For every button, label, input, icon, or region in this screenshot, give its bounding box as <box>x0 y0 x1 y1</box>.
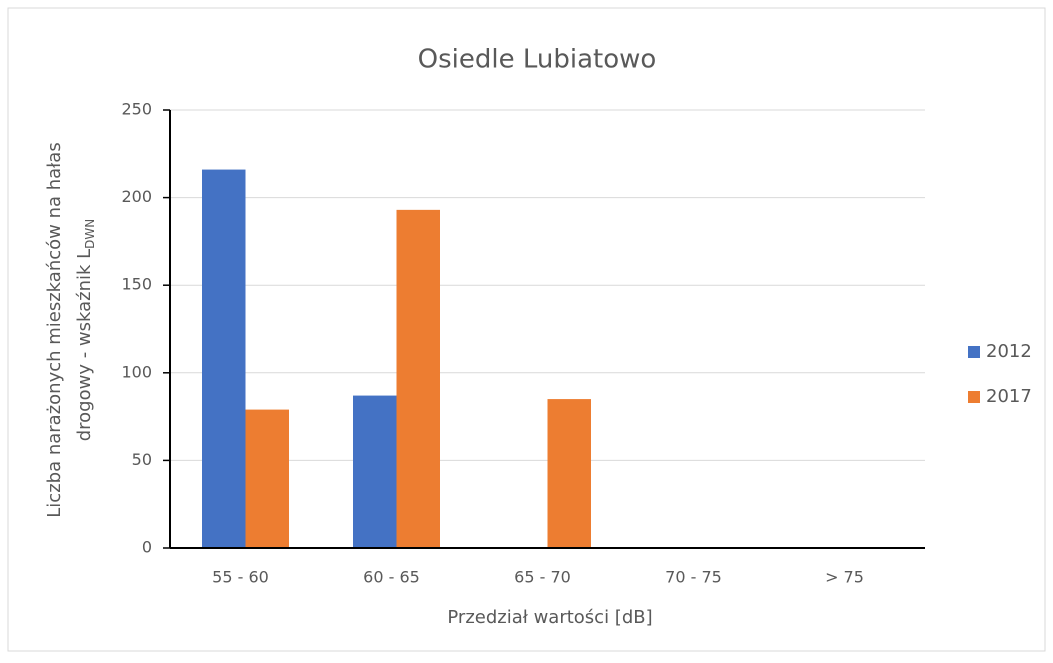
y-tick-label: 150 <box>121 275 152 294</box>
bar <box>353 395 397 548</box>
y-tick-label: 0 <box>142 538 152 557</box>
y-axis-label: Liczba narażonych mieszkańców na hałas d… <box>44 142 97 517</box>
bar <box>245 409 289 548</box>
x-tick-label: > 75 <box>825 568 864 587</box>
bar <box>547 399 591 548</box>
y-axis-label-subscript: DWN <box>83 219 97 249</box>
y-tick-label: 200 <box>121 187 152 206</box>
chart-frame <box>7 7 1046 652</box>
legend-swatch <box>968 391 980 403</box>
legend-label: 2012 <box>986 341 1032 362</box>
legend-swatch <box>968 346 980 358</box>
bar <box>396 209 440 548</box>
y-tick-label: 50 <box>132 450 152 469</box>
x-tick-label: 65 - 70 <box>514 568 571 587</box>
chart-title: Osiedle Lubiatowo <box>418 45 657 75</box>
x-tick-label: 55 - 60 <box>212 568 269 587</box>
y-tick-label: 100 <box>121 362 152 381</box>
y-axis-label-line: drogowy - wskaźnik LDWN <box>74 219 97 442</box>
x-tick-label: 70 - 75 <box>665 568 722 587</box>
y-tick-label: 250 <box>121 100 152 119</box>
legend-label: 2017 <box>986 386 1032 407</box>
x-tick-label: 60 - 65 <box>363 568 420 587</box>
bar <box>202 169 246 548</box>
x-axis-label: Przedział wartości [dB] <box>447 607 652 628</box>
y-axis-label-text: drogowy - wskaźnik L <box>74 249 95 441</box>
y-axis-label-line: Liczba narażonych mieszkańców na hałas <box>44 142 65 517</box>
